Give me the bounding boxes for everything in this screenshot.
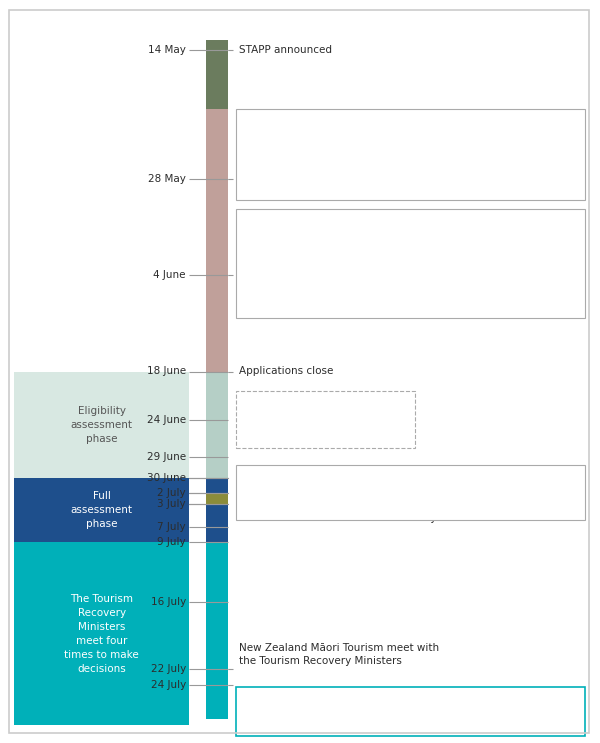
Text: Government agencies
give initial feedback: Government agencies give initial feedbac… <box>244 408 351 431</box>
Bar <box>14 542 189 725</box>
Text: Tourism Recovery Ministers approve eligible
applications: Tourism Recovery Ministers approve eligi… <box>244 493 473 516</box>
Text: Whale Watch Kaikōura funding decision: Whale Watch Kaikōura funding decision <box>244 182 451 192</box>
Text: Applications close: Applications close <box>239 366 334 377</box>
Bar <box>236 465 584 520</box>
Bar <box>236 108 584 200</box>
Text: Agency feedback on full assessments
Full assessments to Tourism Recovery Ministe: Agency feedback on full assessments Full… <box>239 500 488 523</box>
Text: 7 July: 7 July <box>157 522 186 532</box>
Text: Full
assessment
phase: Full assessment phase <box>71 491 133 529</box>
Text: 24 June: 24 June <box>147 415 186 424</box>
Bar <box>14 478 189 542</box>
Text: 14 May: 14 May <box>148 45 186 55</box>
Text: 16 July: 16 July <box>151 597 186 608</box>
Text: STAPP criteria agreed by the Tourism Recovery
Ministers: STAPP criteria agreed by the Tourism Rec… <box>244 116 521 140</box>
Text: STAPP announced: STAPP announced <box>239 45 332 55</box>
Text: 3 July: 3 July <box>157 499 186 509</box>
Text: AJ Hackett Bungy New Zealand and Discover
Waitomo funding decision: AJ Hackett Bungy New Zealand and Discove… <box>244 288 477 311</box>
Text: 29 June: 29 June <box>147 452 186 462</box>
Text: 4 June: 4 June <box>154 270 186 280</box>
Text: 9 July: 9 July <box>157 536 186 547</box>
Text: Decisions on applications are made,
but differ from earlier advice: Decisions on applications are made, but … <box>244 692 433 716</box>
Text: 28 May: 28 May <box>148 174 186 184</box>
Text: 22 July: 22 July <box>151 664 186 674</box>
Text: New Zealand Māori Tourism meet with
the Tourism Recovery Ministers: New Zealand Māori Tourism meet with the … <box>239 643 440 666</box>
Text: 2 July: 2 July <box>157 488 186 498</box>
Text: 24 July: 24 July <box>151 681 186 690</box>
Text: Agency feedback sought on full assessments: Agency feedback sought on full assessmen… <box>244 470 509 479</box>
Bar <box>236 209 584 318</box>
Text: 18 June: 18 June <box>147 366 186 377</box>
Text: 30 June: 30 June <box>147 473 186 483</box>
Text: Registration of interest closes and the
programme formally opens for application: Registration of interest closes and the … <box>244 216 500 239</box>
Bar <box>236 392 415 448</box>
Bar <box>236 687 584 736</box>
Text: The Tourism
Recovery
Ministers
meet four
times to make
decisions: The Tourism Recovery Ministers meet four… <box>64 594 139 674</box>
Text: Eligibility
assessment
phase: Eligibility assessment phase <box>71 406 133 444</box>
Bar <box>14 372 189 478</box>
